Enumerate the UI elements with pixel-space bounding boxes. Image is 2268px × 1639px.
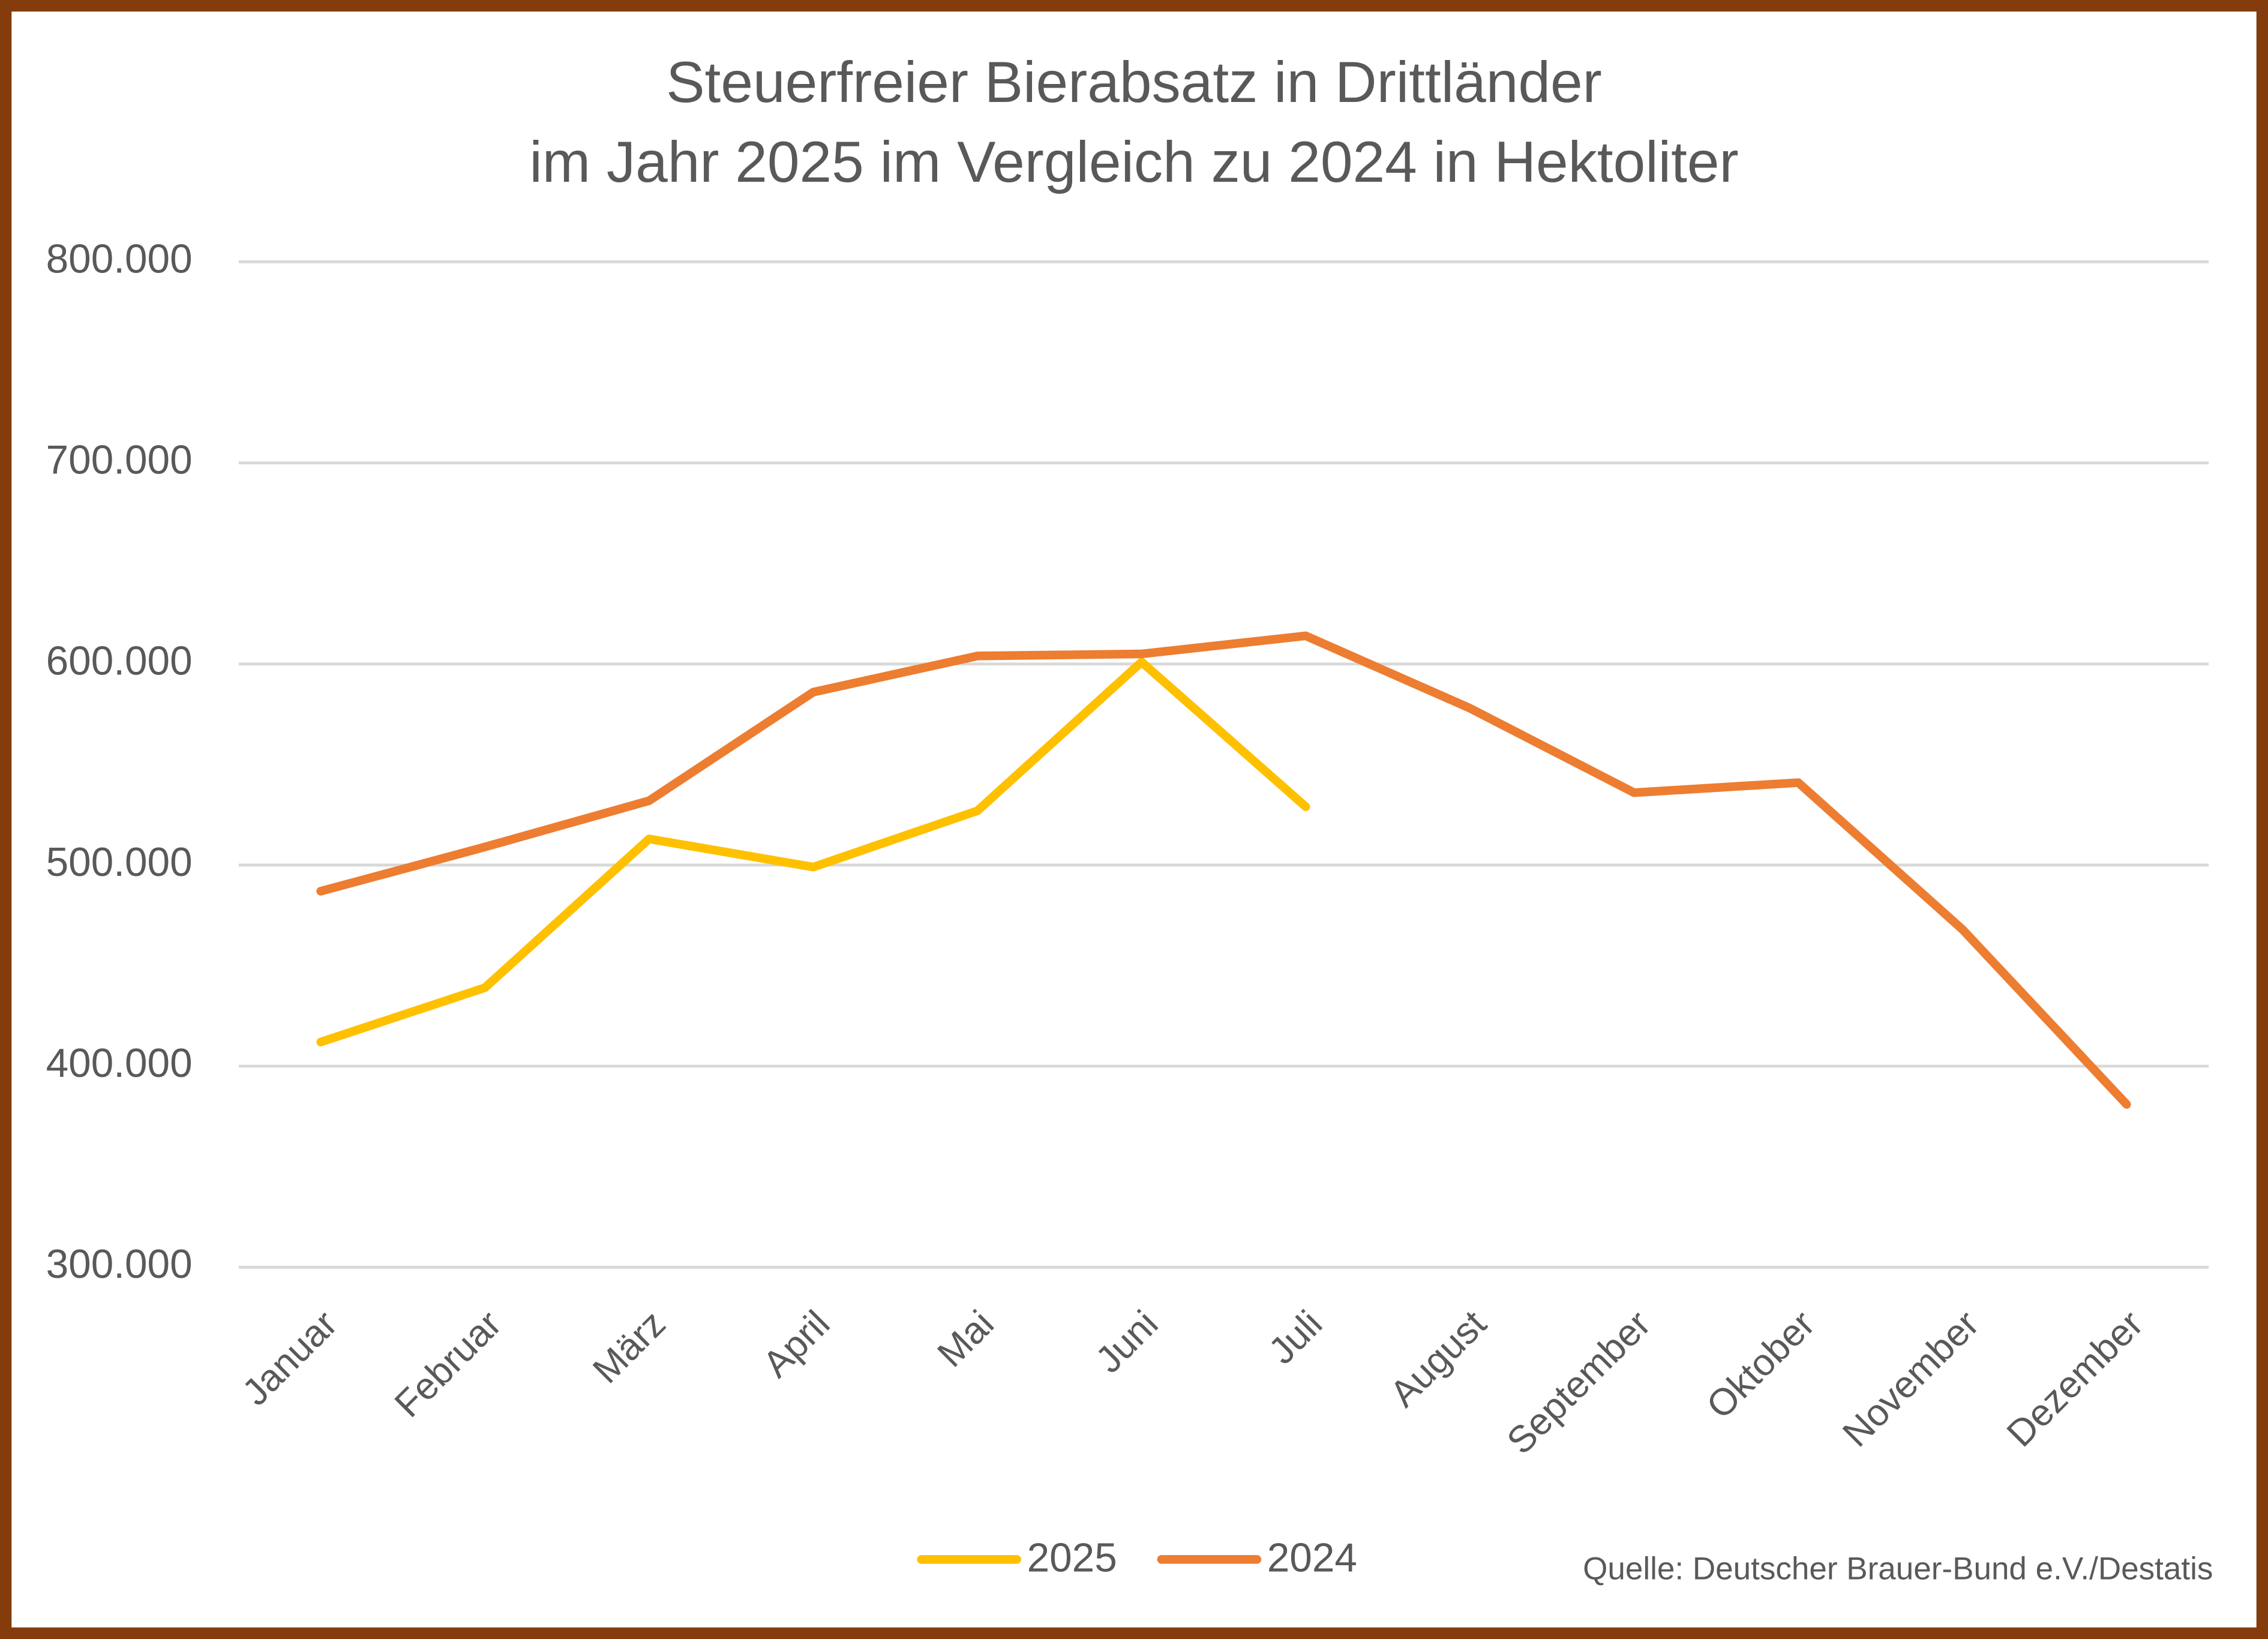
series-line xyxy=(316,631,2131,1109)
legend-label: 2025 xyxy=(1027,1536,1117,1581)
y-tick-label: 600.000 xyxy=(46,639,193,684)
source-note: Quelle: Deutscher Brauer-Bund e.V./Desta… xyxy=(1583,1551,2213,1587)
y-tick-label: 700.000 xyxy=(46,437,193,482)
chart-title: Steuerfreier Bierabsatz in Drittländer xyxy=(666,50,1602,115)
y-tick-label: 400.000 xyxy=(46,1041,193,1086)
y-tick-label: 500.000 xyxy=(46,840,193,885)
series-line xyxy=(316,658,1310,1047)
chart-title: im Jahr 2025 im Vergleich zu 2024 in Hek… xyxy=(529,130,1738,194)
y-tick-label: 800.000 xyxy=(46,236,193,281)
legend-label: 2024 xyxy=(1267,1536,1357,1581)
y-tick-label: 300.000 xyxy=(46,1242,193,1287)
